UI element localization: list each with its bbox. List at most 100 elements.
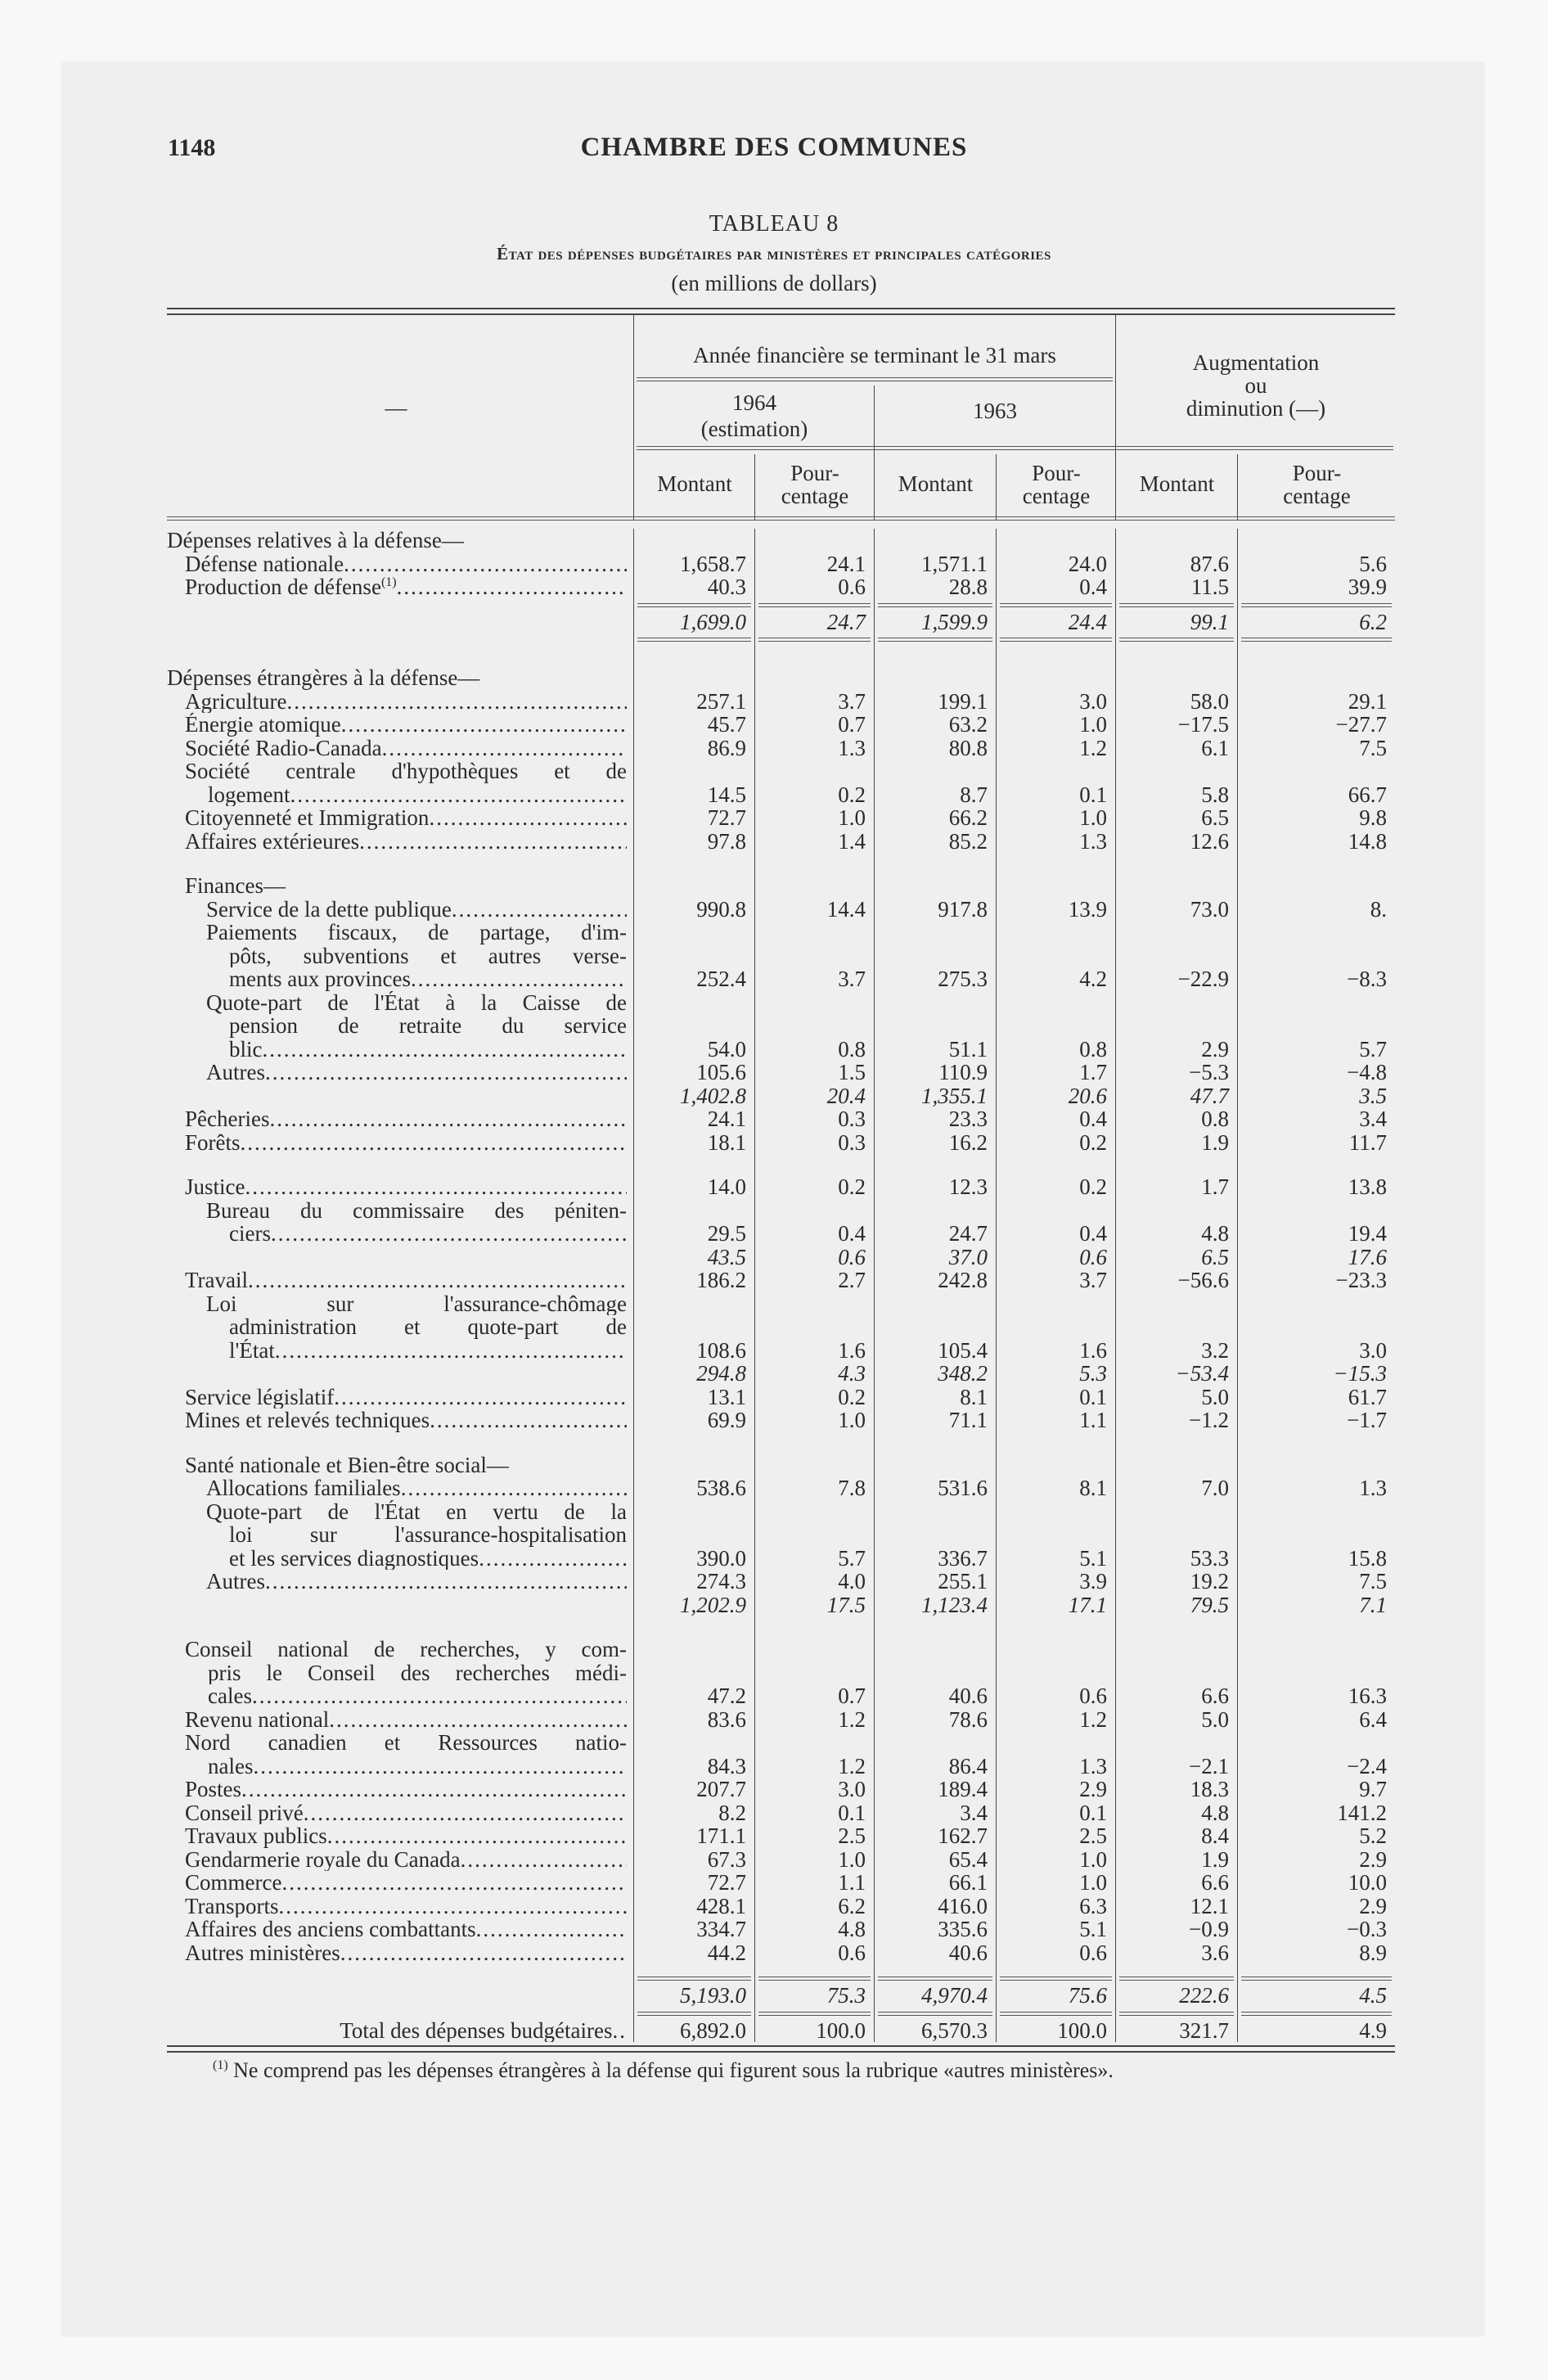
cell-spacer [874,1616,996,1638]
value: 2.9 [1079,1777,1107,1801]
label-line: nales...................................… [167,1755,627,1778]
value-cell: 1,599.9 [874,610,996,633]
value: 17.6 [1348,1244,1387,1269]
value-cell: 1.6 [754,1291,874,1362]
label-line: blic....................................… [167,1038,627,1062]
value-cell: 1,658.7 [633,552,754,575]
value: 5.0 [1201,1706,1229,1732]
table-row [167,1431,1395,1454]
value-cell: 0.8 [754,990,874,1061]
value: 40.6 [948,1684,988,1708]
label-line: Conseil national de recherches, y com- [185,1638,627,1661]
value: 6.6 [1201,1870,1229,1895]
row-label: Transports..............................… [167,1895,633,1918]
value: 1.7 [1079,1060,1107,1084]
value-cell: 0.3 [754,1107,874,1131]
value-cell: 6.6 [1115,1871,1237,1895]
value: 14.5 [707,782,746,807]
value: 0.6 [838,1940,866,1965]
value-cell: 5.7 [754,1499,874,1571]
amount-change: Montant [1139,471,1215,496]
value-cell: 37.0 [874,1245,996,1269]
value: 252.4 [696,967,746,991]
value-cell: 12.3 [874,1175,996,1199]
table-row: Allocations familiales..................… [167,1476,1395,1500]
value-cell: 0.4 [996,1107,1115,1131]
row-label: Autres..................................… [167,1061,633,1084]
value: 5.7 [838,1545,866,1571]
row-label [167,1984,633,2008]
cell-spacer [754,1964,874,1972]
cell-spacer [754,1154,874,1175]
value-cell: 252.4 [633,921,754,991]
table-number: TABLEAU 8 [709,211,839,237]
value-cell: 1.9 [1115,1130,1237,1154]
table-row: Conseil national de recherches, y com-pr… [167,1638,1395,1708]
value-cell: 17.1 [996,1593,1115,1616]
value: 19.2 [1190,1569,1229,1593]
value-cell: 13.8 [1237,1175,1395,1199]
value: 0.4 [1079,1107,1107,1131]
value-cell: 207.7 [633,1778,754,1801]
value-cell: 1.0 [996,806,1115,830]
footnote-marker: (1) [213,2058,228,2073]
value: 4.8 [838,1917,866,1941]
value-cell: 3.4 [874,1801,996,1824]
label-text: Mines et relevés techniques [185,1409,430,1432]
cell-spacer [1237,1616,1395,1638]
value-cell: 1,355.1 [874,1084,996,1107]
value: 321.7 [1179,2017,1229,2043]
column-divider [1237,454,1238,520]
value-cell: 348.2 [874,1362,996,1386]
change-line2: ou [1244,373,1267,398]
row-label: Affaires extérieures....................… [167,830,633,854]
value: 58.0 [1190,688,1229,714]
value: −8.3 [1347,967,1387,991]
value: 348.2 [938,1361,988,1386]
subtotal-rule [633,2007,754,2019]
value-cell: 3.0 [754,1778,874,1801]
label-line: Pêcheries...............................… [167,1107,627,1131]
label-line: Revenu national.........................… [167,1708,627,1732]
subtotal-rule [874,633,996,645]
value: 5.6 [1359,551,1387,576]
value: 1.0 [1079,805,1107,830]
value-cell: 3.6 [1115,1941,1237,1964]
pct-1963-l2: centage [1022,484,1091,508]
value: 80.8 [948,735,988,760]
value-cell: 2.9 [996,1778,1115,1801]
table-row: Commerce................................… [167,1871,1395,1895]
value-cell: 24.4 [996,610,1115,633]
value: 0.4 [1079,1221,1107,1246]
stub-header: — [385,395,407,420]
label-text: Pêcheries [185,1107,270,1131]
row-spacer [167,1154,633,1175]
value-cell: −22.9 [1115,921,1237,991]
value-cell: −15.3 [1237,1362,1395,1386]
row-label: Commerce................................… [167,1871,633,1895]
value-cell: 6.4 [1237,1707,1395,1731]
subtotal-rule [1115,1972,1237,1984]
value: 4.2 [1079,967,1107,991]
cell-spacer [754,853,874,874]
dot-leader: ........................................… [460,1847,627,1871]
value: 3.7 [1079,1268,1107,1292]
table-row: Santé nationale et Bien-être social— [167,1453,1395,1476]
value-cell: 24.1 [633,1107,754,1131]
value-cell: 0.6 [996,1941,1115,1964]
value: −0.3 [1347,1917,1387,1941]
label-text: Citoyenneté et Immigration [185,806,430,830]
value-cell: 10.0 [1237,1871,1395,1895]
dot-leader: ........................................… [479,1546,627,1570]
dot-leader: ........................................… [396,575,627,599]
table-row: Quote-part de l'État à la Caisse de pensi… [167,990,1395,1062]
label-text: logement [208,782,290,806]
cell-spacer [1115,853,1237,874]
value: 19.4 [1348,1221,1387,1246]
value-cell: 1,402.8 [633,1084,754,1107]
value-cell: 5.0 [1115,1385,1237,1409]
label-text: Affaires des anciens combattants [185,1918,476,1941]
cell-spacer [996,1431,1115,1454]
label-line: Nord canadien et Ressources natio- [185,1731,627,1755]
value-cell: 14.4 [754,897,874,921]
